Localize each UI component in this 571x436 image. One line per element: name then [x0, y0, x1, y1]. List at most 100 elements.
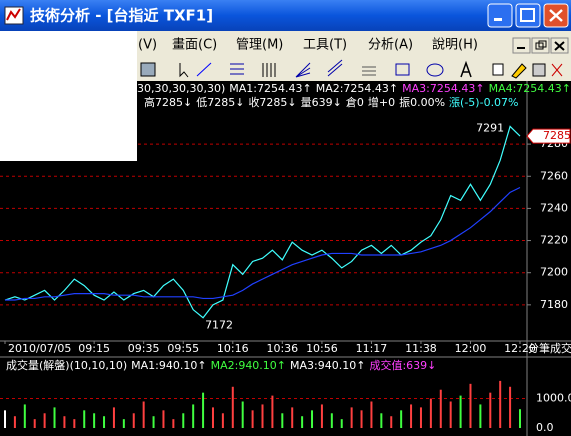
volume-bar — [429, 398, 432, 428]
price-line — [4, 125, 521, 319]
tool-delete[interactable] — [551, 63, 563, 77]
volume-bar — [519, 409, 521, 428]
volume-bar — [132, 413, 135, 428]
tool-vlines[interactable] — [262, 63, 276, 77]
info-item: 倉0 — [346, 95, 364, 109]
volume-bar — [103, 416, 106, 428]
tool-pointer[interactable] — [179, 63, 189, 78]
volume-bar — [350, 407, 353, 428]
mdi-buttons — [512, 37, 569, 54]
info-item: MA3:7254.43↑ — [402, 82, 484, 95]
volume-bar — [112, 407, 115, 428]
y-tick-label: 0.0 — [536, 421, 554, 434]
menu-item[interactable]: 管理(M) — [236, 38, 283, 53]
info-item: MA2:7254.43↑ — [316, 82, 398, 95]
tool-fan[interactable] — [295, 62, 311, 78]
volume-bar — [162, 410, 165, 428]
volume-bar — [380, 413, 383, 428]
volume-bar — [330, 413, 333, 428]
tool-hlines[interactable] — [230, 63, 244, 75]
volume-bar — [509, 386, 512, 428]
overlay-blank — [0, 31, 137, 161]
y-tick-label: 7200 — [540, 266, 568, 279]
tool-pencil[interactable] — [511, 63, 527, 79]
info-item: 高7285↓ — [144, 95, 192, 109]
volume-bar — [172, 419, 175, 428]
volume-bar — [152, 416, 155, 428]
volume-bar — [192, 404, 195, 428]
volume-bar — [53, 407, 56, 428]
info-item: 低7285↓ — [196, 96, 244, 109]
minimize-button[interactable] — [487, 3, 513, 28]
menu-item[interactable]: 分析(A) — [368, 38, 413, 53]
info-item: MA1:940.10↑ — [131, 359, 206, 372]
volume-bar — [489, 392, 492, 428]
info-item: 漲(-5)-0.07% — [449, 96, 518, 109]
volume-bar — [93, 413, 96, 428]
volume-bar — [410, 404, 413, 428]
volume-bar — [271, 395, 274, 428]
volume-bar — [4, 410, 6, 428]
volume-bar — [360, 410, 363, 428]
tool-channel[interactable] — [327, 59, 343, 77]
tool-ellipse[interactable] — [426, 63, 444, 77]
x-tick-label: 09:55 — [167, 342, 199, 355]
volume-bar — [211, 407, 214, 428]
window-title: 技術分析 - [台指近 TXF1] — [30, 7, 213, 25]
volume-bar — [182, 413, 185, 428]
info-item: MA3:940.10↑ — [290, 359, 365, 372]
volume-bar — [479, 404, 482, 428]
volume-bar — [33, 419, 36, 428]
volume-bar — [459, 395, 462, 428]
x-tick-label: 10:56 — [306, 342, 338, 355]
volume-bar — [301, 416, 304, 428]
volume-bar — [251, 410, 254, 428]
tool-parallel[interactable] — [362, 66, 376, 76]
volume-bar — [241, 401, 244, 428]
price-line — [5, 186, 521, 301]
menu-item[interactable]: 工具(T) — [303, 38, 347, 53]
min-annotation: 7172 — [205, 319, 233, 332]
volume-bar — [142, 401, 145, 428]
mdi-minimize[interactable] — [512, 37, 531, 54]
price-box — [526, 128, 571, 144]
menu-item[interactable]: 說明(H) — [432, 37, 478, 53]
max-annotation: 7291 — [476, 121, 504, 134]
volume-bar — [73, 419, 76, 428]
maximize-button[interactable] — [515, 3, 541, 28]
info-line: 高7285↓ 低7285↓ 收7285↓ 量639↓ 倉0 增+0 振0.00% 漲(-5)-… — [144, 95, 519, 109]
volume-bar — [281, 413, 284, 428]
x-tick-label: 09:35 — [128, 342, 160, 355]
tool-doc[interactable] — [492, 63, 504, 76]
info-item: 30,30,30,30,30) — [137, 82, 225, 95]
info-item: 成交值:639↓ — [369, 358, 436, 372]
volume-bar — [122, 419, 125, 428]
close-button[interactable] — [543, 3, 569, 28]
tool-text[interactable] — [460, 60, 472, 78]
tool-lock[interactable] — [532, 63, 546, 77]
volume-bar — [221, 413, 224, 428]
info-item: MA1:7254.43↑ — [229, 82, 311, 95]
volume-bar — [340, 419, 343, 428]
menu-item[interactable]: 畫面(C) — [172, 38, 217, 53]
tool-line[interactable] — [196, 62, 212, 77]
menu-item[interactable]: (V) — [138, 38, 157, 53]
volume-bar — [469, 383, 472, 428]
info-item: 收7285↓ — [248, 95, 296, 109]
x-tick-label: 2010/07/05 — [8, 342, 71, 355]
tool-rect[interactable] — [395, 63, 410, 76]
info-item: 增+0 — [368, 95, 395, 109]
volume-bar — [43, 413, 46, 428]
volume-bar — [202, 392, 205, 428]
info-item: MA2:940.10↑ — [211, 359, 286, 372]
toolbar-icons — [140, 59, 563, 79]
x-tick-label: 10:16 — [217, 342, 249, 355]
volume-bar — [63, 416, 66, 428]
tool-icon[interactable] — [140, 62, 156, 77]
volume-bar — [13, 416, 16, 428]
info-item: 成交量(解盤)(10,10,10) — [6, 358, 127, 372]
volume-bar — [390, 416, 393, 428]
y-tick-label: 1000.0 — [536, 392, 571, 405]
